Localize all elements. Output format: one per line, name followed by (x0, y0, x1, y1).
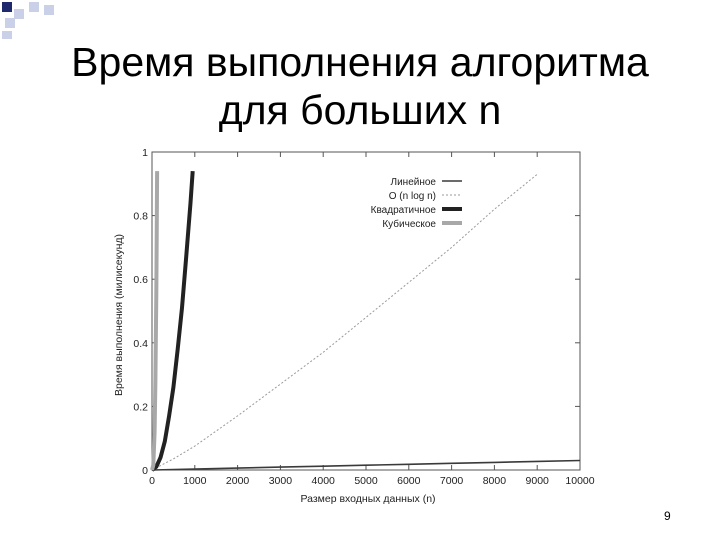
y-tick-label: 1 (142, 147, 148, 159)
y-tick-label: 0.4 (133, 338, 148, 350)
y-tick-label: 0.6 (133, 274, 148, 286)
x-tick-label: 3000 (269, 475, 293, 487)
y-tick-label: 0.2 (133, 401, 148, 413)
legend-label: O (n log n) (389, 191, 436, 202)
chart-axes: 0 1000 2000 3000 4000 5000 6000 7000 8000 9000 100… (133, 147, 594, 487)
deco-square-dark (2, 2, 12, 12)
legend-label: Квадратичное (371, 205, 437, 216)
slide-title: Время выполнения алгоритма для больших n (0, 38, 720, 134)
chart-legend: Линейное O (n log n) Квадратичное Кубическо… (371, 177, 462, 230)
chart-plot-area (150, 170, 581, 472)
y-axis-label: Время выполнения (милисекунд) (113, 234, 125, 396)
runtime-chart: 0 1000 2000 3000 4000 5000 6000 7000 8000 9000 100… (113, 147, 595, 505)
x-tick-label: 4000 (312, 475, 336, 487)
x-axis-label: Размер входных данных (n) (300, 493, 435, 505)
slide-title-line-2: для больших n (218, 87, 502, 133)
x-tick-label: 5000 (354, 475, 378, 487)
legend-label: Кубическое (382, 218, 436, 230)
x-tick-label: 0 (149, 475, 155, 487)
deco-square-light (5, 18, 15, 28)
deco-square-light (2, 31, 12, 39)
slide-page-number: 9 (664, 509, 671, 523)
y-tick-label: 0.8 (133, 211, 148, 223)
legend-label: Линейное (391, 177, 437, 188)
y-tick-label: 0 (142, 465, 148, 477)
corner-squares-decoration (2, 2, 54, 39)
series-line-quadratic (150, 170, 195, 472)
x-tick-label: 7000 (440, 475, 464, 487)
x-tick-label: 10000 (565, 475, 594, 487)
plot-frame (151, 151, 581, 471)
series-line-nlogn (151, 173, 538, 471)
x-tick-label: 6000 (397, 475, 421, 487)
x-tick-label: 1000 (183, 475, 207, 487)
deco-square-light (29, 2, 39, 12)
deco-square-light (14, 9, 24, 19)
deco-square-light (44, 5, 54, 15)
x-tick-label: 2000 (226, 475, 250, 487)
x-tick-label: 8000 (483, 475, 507, 487)
series-line-cubic (150, 171, 160, 471)
x-tick-label: 9000 (526, 475, 550, 487)
slide-title-line-1: Время выполнения алгоритма (71, 39, 649, 85)
series-line-linear (151, 459, 581, 471)
